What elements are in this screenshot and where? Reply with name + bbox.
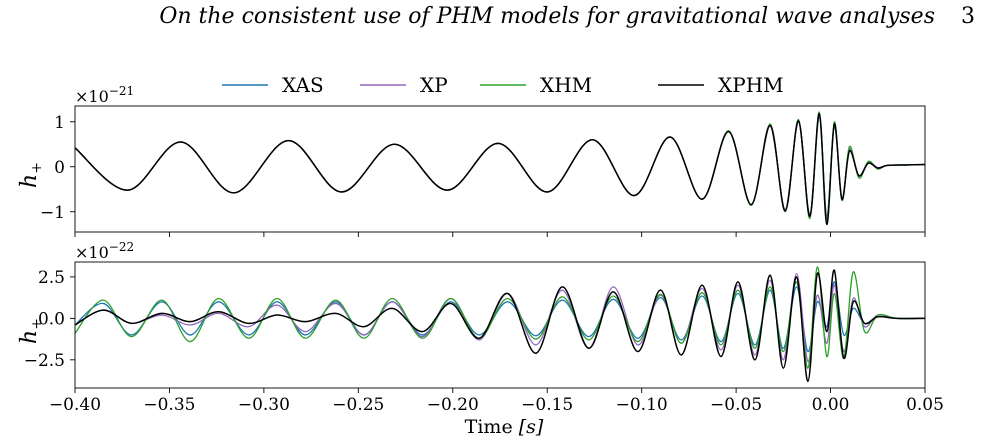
x-tick-label: 0.05 [906,395,944,415]
x-tick-label: 0.00 [812,395,850,415]
x-tick-label: −0.35 [143,395,195,415]
scale-base: ×10 [75,87,109,106]
y-tick-label: −1 [40,203,65,223]
legend-item-xhm: XHM [480,73,592,97]
running-head: On the consistent use of PHM models for … [0,4,975,29]
y-axis-label: h+ [17,318,45,344]
x-tick-label: −0.20 [427,395,479,415]
y-axis-label-main: h [17,330,42,344]
series-group [75,111,925,226]
legend-label: XAS [282,73,324,97]
axes-frame [74,105,926,233]
x-tick-label: −0.05 [710,395,762,415]
x-tick-label: −0.25 [332,395,384,415]
legend-label: XHM [540,73,592,97]
series-group [75,266,925,383]
paper-title: On the consistent use of PHM models for … [159,4,935,29]
x-tick-label: −0.10 [616,395,668,415]
series-line-xp [75,115,925,218]
series-line-xphm [75,269,925,383]
x-tick-label: −0.30 [238,395,290,415]
x-tick-label: −0.15 [521,395,573,415]
x-axis-label-unit: [s] [519,416,544,438]
legend-item-xas: XAS [222,73,324,97]
scale-exponent: −22 [109,240,134,254]
bottom-panel: −2.5 0.0 2.5 −0.40 −0.35 −0.30 −0.25 −0.20 −0.15… [17,240,944,415]
scale-factor: ×10−22 [75,240,134,262]
series-line-xphm [75,112,925,226]
series-line-xp [75,272,925,363]
legend-label: XPHM [718,73,784,97]
axes-frame [74,261,926,389]
y-axis-label-sub: + [29,318,45,330]
y-tick-label: −2.5 [24,351,65,371]
legend-label: XP [420,73,448,97]
page-number: 3 [961,4,975,29]
y-axis-label-main: h [17,174,42,188]
x-tick-label: −0.40 [49,395,101,415]
series-line-xas [75,116,925,217]
legend-item-xphm: XPHM [658,73,784,97]
scale-exponent: −21 [109,84,134,98]
y-tick-label: 1 [54,113,65,133]
series-line-xhm [75,111,925,221]
y-tick-label: 0.0 [38,309,65,329]
y-axis-label: h+ [17,162,45,188]
y-tick-label: 0 [54,158,65,178]
scale-factor: ×10−21 [75,84,134,106]
legend-item-xp: XP [360,73,448,97]
legend: XAS XP XHM XPHM [222,73,784,97]
x-axis-label: Time [s] [465,416,544,438]
top-panel: −1 0 1 ×10−21 h+ [17,84,926,237]
y-axis-label-sub: + [29,162,45,174]
scale-base: ×10 [75,243,109,262]
x-axis-label-text: Time [465,416,519,438]
y-tick-label: 2.5 [38,268,65,288]
